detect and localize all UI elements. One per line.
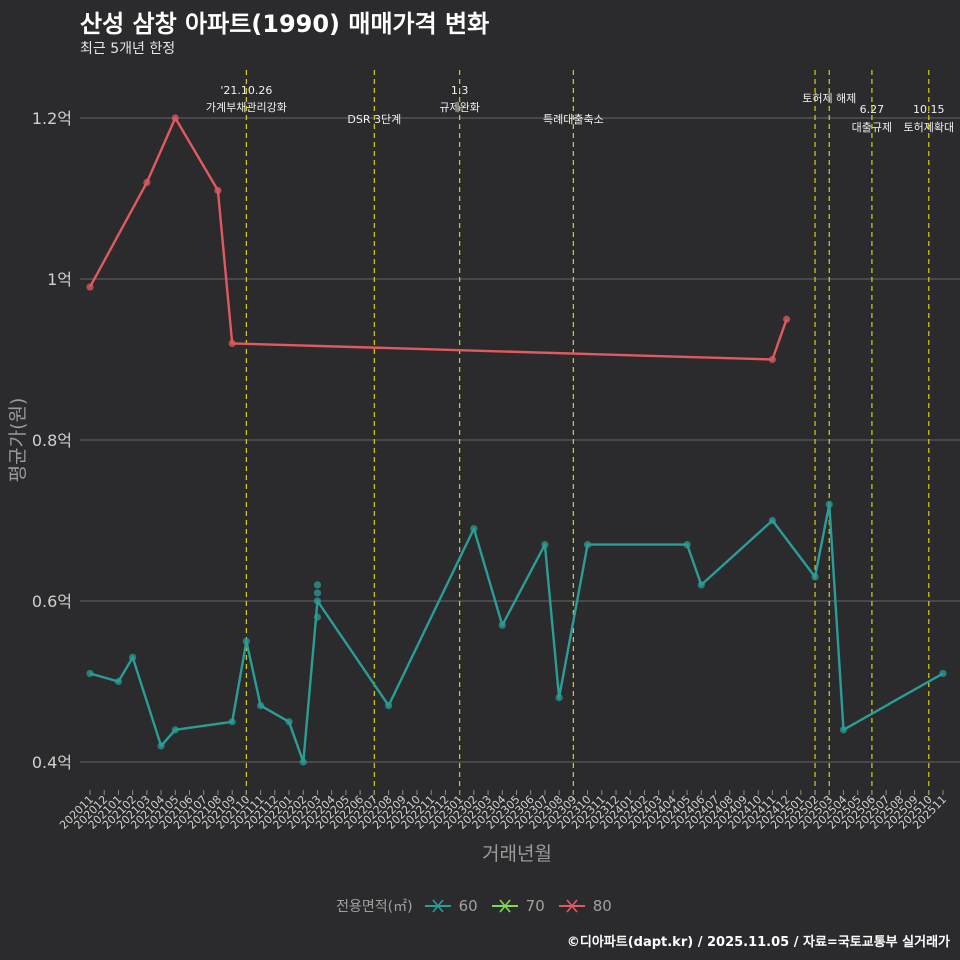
series-line-60: [89, 503, 944, 764]
legend-key-70-icon: [491, 899, 518, 913]
legend-label-80: 80: [592, 897, 612, 915]
data-point-60: [86, 669, 94, 678]
event-label: 대출규제: [852, 121, 892, 134]
data-point-60: [555, 694, 563, 702]
legend: 전용면적(㎡) 60 70 80: [0, 896, 960, 916]
data-point-80: [143, 178, 151, 186]
event-label: 토허제확대: [903, 121, 954, 134]
grid-layer: [80, 117, 960, 763]
data-point-80: [214, 186, 222, 195]
data-point-60: [768, 516, 777, 525]
y-tick-label: 1억: [47, 270, 72, 289]
x-axis-title: 거래년월: [482, 843, 552, 865]
data-point-60: [313, 581, 322, 589]
data-point-60: [939, 669, 947, 678]
event-label: 토허제 해제: [802, 91, 856, 105]
event-label: 6.27: [860, 103, 885, 116]
data-point-80: [783, 315, 791, 323]
data-point-60: [683, 541, 691, 549]
data-point-60: [583, 541, 592, 549]
legend-item-70: 70: [490, 896, 545, 916]
data-point-60: [285, 718, 293, 726]
y-tick-label: 1.2억: [32, 109, 72, 128]
event-label: 가계부채관리강화: [206, 101, 287, 114]
data-point-60: [470, 524, 478, 533]
data-point-60: [498, 621, 506, 629]
event-label: 1.3: [451, 84, 469, 97]
data-point-60: [228, 718, 236, 726]
data-point-60: [114, 677, 123, 686]
legend-item-80: 80: [557, 896, 612, 916]
event-label: '21.10.26: [220, 84, 272, 97]
x-tick-labels: 2020112020122021012021022021032021042021…: [57, 790, 949, 832]
data-point-60: [257, 702, 265, 710]
series-layer: [86, 114, 947, 766]
data-point-60: [839, 726, 848, 734]
legend-title: 전용면적(㎡): [336, 899, 413, 915]
legend-key-80-icon: [558, 899, 585, 913]
data-point-60: [171, 726, 179, 734]
data-point-80: [171, 114, 179, 122]
data-point-60: [242, 637, 250, 645]
source-caption: ©디아파트(dapt.kr) / 2025.11.05 / 자료=국토교통부 실…: [566, 935, 950, 950]
event-label: 규제완화: [439, 101, 479, 114]
data-point-60: [313, 613, 322, 621]
data-point-60: [541, 541, 549, 549]
event-label: 10.15: [913, 103, 945, 116]
y-tick-label: 0.4억: [32, 753, 72, 772]
y-tick-label: 0.6억: [32, 592, 72, 611]
event-label: DSR 3단계: [347, 113, 401, 126]
chart-title: 산성 삼창 아파트(1990) 매매가격 변화: [80, 10, 490, 38]
data-point-80: [86, 283, 94, 291]
event-label: 특례대출축소: [543, 113, 604, 126]
data-point-60: [825, 500, 833, 508]
data-point-60: [299, 758, 307, 766]
data-point-60: [129, 653, 137, 661]
y-axis-title: 평균가(원): [7, 398, 29, 483]
series-line-80: [88, 116, 788, 361]
y-tick-labels: 0.4억 0.6억 0.8억 1억 1.2억: [32, 109, 72, 772]
legend-label-70: 70: [525, 897, 545, 915]
data-point-80: [228, 339, 236, 347]
legend-key-60-icon: [424, 899, 451, 913]
data-point-60: [313, 589, 322, 597]
chart-subtitle: 최근 5개년 한정: [80, 41, 176, 57]
data-point-60: [811, 573, 819, 581]
data-point-60: [697, 581, 705, 589]
data-point-60: [313, 597, 322, 605]
data-point-80: [768, 355, 777, 364]
legend-item-60: 60: [423, 896, 478, 916]
legend-label-60: 60: [458, 897, 478, 915]
y-tick-label: 0.8억: [32, 431, 72, 450]
data-point-60: [157, 742, 165, 750]
data-point-60: [384, 702, 393, 710]
